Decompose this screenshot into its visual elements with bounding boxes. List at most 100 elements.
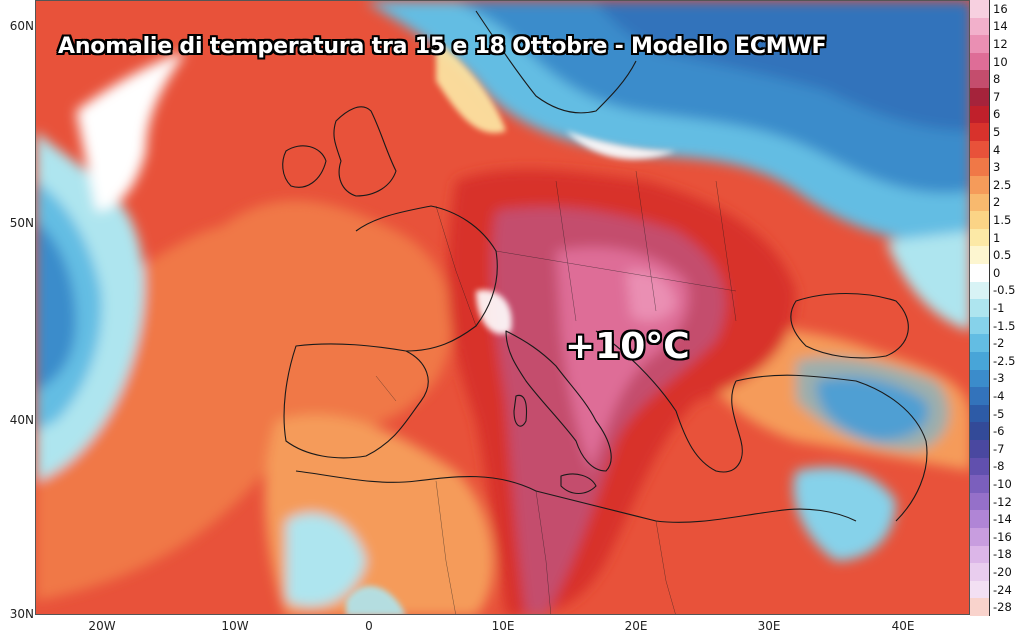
legend-level: -3 <box>970 369 1024 388</box>
legend-label: -10 <box>993 476 1012 491</box>
legend-swatch <box>970 299 990 317</box>
legend-level: 0 <box>970 264 1024 282</box>
legend-label: -8 <box>993 459 1005 474</box>
legend-swatch <box>970 352 990 370</box>
legend-level: 0.5 <box>970 246 1024 264</box>
legend-swatch <box>970 105 990 124</box>
legend-level: 14 <box>970 17 1024 36</box>
sicily-coast <box>560 473 597 495</box>
anatolia-coast <box>735 374 928 522</box>
lat-label-30n: 30N <box>9 607 34 621</box>
legend-level: 16 <box>970 0 1024 18</box>
lon-label-0: 0 <box>365 619 373 633</box>
black-sea-coast <box>790 293 909 359</box>
lon-label-30e: 30E <box>757 619 781 633</box>
legend-label: -1 <box>993 300 1005 315</box>
legend-swatch <box>970 580 990 599</box>
legend-swatch <box>970 563 990 581</box>
lon-label-10e: 10E <box>491 619 515 633</box>
legend-label: 10 <box>993 54 1008 69</box>
legend-swatch <box>970 70 990 88</box>
legend-label: -5 <box>993 406 1005 421</box>
legend-label: 4 <box>993 142 1001 157</box>
legend-label: 7 <box>993 89 1001 104</box>
legend-label: -7 <box>993 441 1005 456</box>
legend-swatch <box>970 387 990 405</box>
legend-label: 0 <box>993 265 1001 280</box>
legend-swatch <box>970 123 990 141</box>
atlantic-white <box>76 51 186 211</box>
legend-level: -18 <box>970 545 1024 564</box>
legend-level: -20 <box>970 563 1024 581</box>
legend-swatch <box>970 440 990 458</box>
legend-swatch <box>970 281 990 300</box>
legend-level: 1 <box>970 228 1024 247</box>
borders <box>375 170 737 614</box>
legend-swatch <box>970 475 990 493</box>
legend-label: -6 <box>993 424 1005 439</box>
legend-level: -2 <box>970 334 1024 352</box>
legend-label: -24 <box>993 582 1012 597</box>
northeast-darkblue <box>596 1 969 131</box>
legend-label: -2.5 <box>993 353 1016 368</box>
legend-level: 12 <box>970 35 1024 53</box>
sardinia-coast <box>513 394 528 427</box>
iberia-coast <box>283 343 429 459</box>
legend-level: 10 <box>970 52 1024 71</box>
south-paleblue <box>346 586 406 614</box>
legend-level: -14 <box>970 510 1024 528</box>
lat-label-50n: 50N <box>9 216 34 230</box>
legend-level: -0.5 <box>970 281 1024 300</box>
egypt-lightblue <box>793 467 896 561</box>
legend-swatch <box>970 264 990 282</box>
map-title: Anomalie di temperatura tra 15 e 18 Otto… <box>58 34 827 59</box>
legend-level: 8 <box>970 70 1024 88</box>
legend-level: -16 <box>970 528 1024 546</box>
legend-swatch <box>970 316 990 335</box>
legend-swatch <box>970 0 990 18</box>
legend-swatch <box>970 140 990 159</box>
legend-swatch <box>970 88 990 106</box>
legend-label: 16 <box>993 1 1008 16</box>
legend-label: 14 <box>993 19 1008 34</box>
north-sea-yellow <box>436 41 506 133</box>
legend-label: 2.5 <box>993 177 1012 192</box>
legend-swatch <box>970 246 990 264</box>
lon-label-20w: 20W <box>88 619 116 633</box>
legend-swatch <box>970 158 990 176</box>
legend-label: 8 <box>993 72 1001 87</box>
legend-swatch <box>970 17 990 36</box>
legend-level: -1.5 <box>970 316 1024 335</box>
lon-label-10w: 10W <box>221 619 249 633</box>
italy-coast <box>505 330 612 472</box>
legend-level: -8 <box>970 457 1024 476</box>
legend-label: -4 <box>993 388 1005 403</box>
legend-label: 6 <box>993 107 1001 122</box>
legend-label: 0.5 <box>993 248 1012 263</box>
legend-label: 2 <box>993 195 1001 210</box>
legend-level: -10 <box>970 475 1024 493</box>
anatolia-lightblue <box>796 357 950 451</box>
anomaly-map <box>35 0 970 615</box>
legend-swatch <box>970 457 990 476</box>
legend-level: 2.5 <box>970 176 1024 194</box>
lat-label-60n: 60N <box>9 19 34 33</box>
anomaly-field <box>36 1 969 614</box>
legend-swatch <box>970 228 990 247</box>
legend-level: 6 <box>970 105 1024 124</box>
coastlines <box>282 10 928 523</box>
lon-label-20e: 20E <box>624 619 648 633</box>
legend-level: 2 <box>970 193 1024 212</box>
legend-swatch <box>970 510 990 528</box>
legend-level: -4 <box>970 387 1024 405</box>
legend-label: -3 <box>993 371 1005 386</box>
legend-label: -16 <box>993 529 1012 544</box>
legend-label: 5 <box>993 124 1001 139</box>
legend-swatch <box>970 193 990 212</box>
legend-swatch <box>970 545 990 564</box>
alps-white <box>476 290 512 335</box>
iberia-orange <box>216 200 453 431</box>
legend-swatch <box>970 492 990 511</box>
legend-label: -14 <box>993 512 1012 527</box>
legend-level: -7 <box>970 440 1024 458</box>
